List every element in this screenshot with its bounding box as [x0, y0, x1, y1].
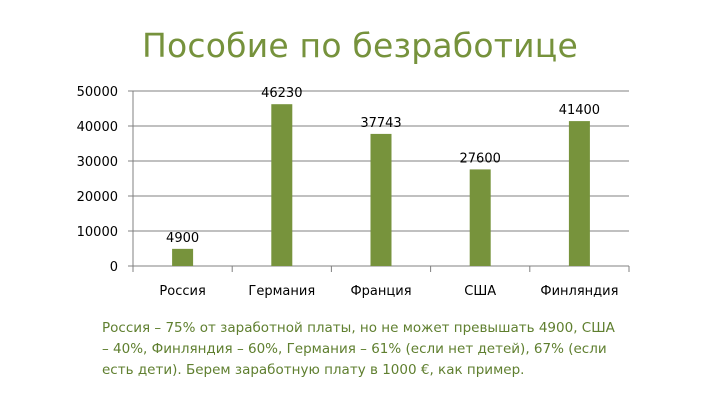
- data-label: 37743: [360, 116, 401, 131]
- y-tick-label: 20000: [77, 190, 118, 205]
- data-label: 46230: [261, 86, 302, 101]
- bar-4: [568, 121, 590, 266]
- bar-0: [172, 248, 194, 266]
- category-label: Германия: [248, 284, 315, 299]
- bar-1: [271, 104, 293, 266]
- data-label: 27600: [460, 151, 501, 166]
- slide-title: Пособие по безработице: [142, 26, 578, 65]
- bar-2: [370, 133, 392, 266]
- y-tick-label: 30000: [77, 155, 118, 170]
- category-label: Финляндия: [540, 284, 618, 299]
- y-tick-label: 0: [110, 260, 118, 275]
- data-label: 41400: [559, 103, 600, 118]
- category-label: Франция: [350, 284, 411, 299]
- category-label: США: [464, 284, 496, 299]
- y-tick-label: 10000: [77, 225, 118, 240]
- category-label: Россия: [159, 284, 205, 299]
- footnote-text: Россия – 75% от заработной платы, но не …: [102, 320, 615, 378]
- y-tick-label: 50000: [77, 85, 118, 100]
- bar-chart: 0 10000 20000 30000 40000 50000 4900 Россия 4623…: [77, 85, 630, 299]
- data-label: 4900: [166, 231, 199, 246]
- bar-3: [469, 169, 491, 266]
- y-tick-label: 40000: [77, 120, 118, 135]
